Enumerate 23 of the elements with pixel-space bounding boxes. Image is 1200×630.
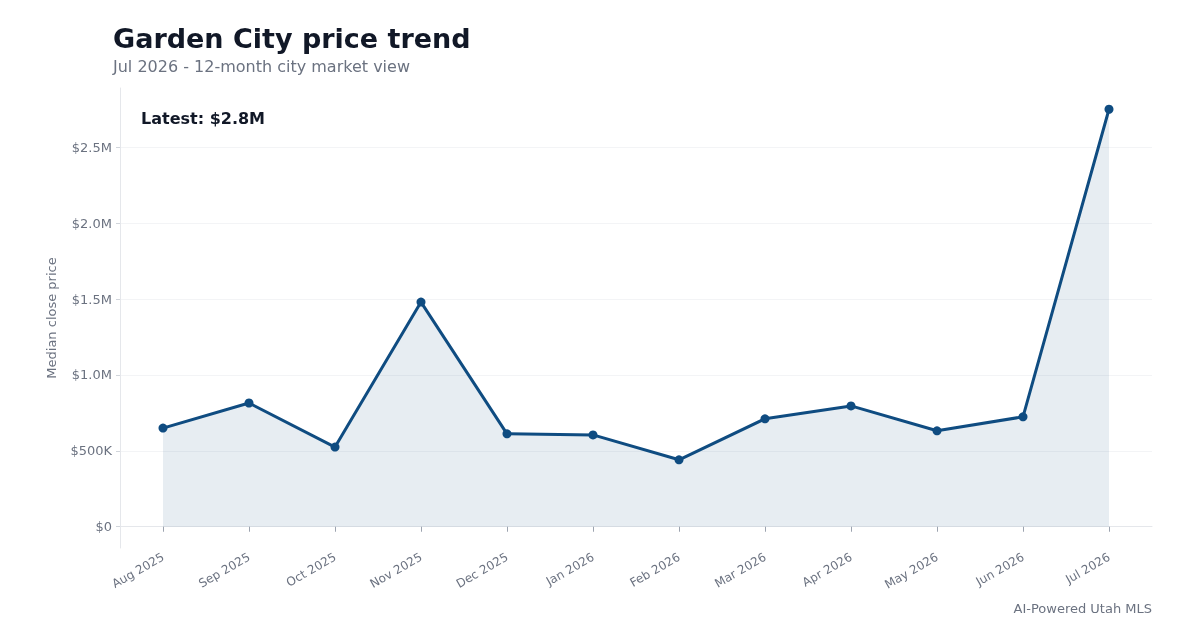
y-tick-label: $2.0M <box>71 215 112 231</box>
point <box>1018 412 1028 422</box>
y-tick-label: $0 <box>95 519 112 535</box>
text: AI-Powered Utah MLS <box>1013 601 1152 616</box>
y-tick-label: $500K <box>70 443 113 459</box>
point <box>158 423 168 433</box>
y-tick-label: $2.5M <box>71 139 112 155</box>
point <box>760 414 770 424</box>
point <box>1104 104 1114 114</box>
point <box>674 455 684 465</box>
annotation: Latest: $2.8M <box>141 108 266 128</box>
chart-title: Garden City price trend <box>113 23 471 54</box>
point <box>330 442 340 452</box>
point <box>932 426 942 436</box>
point <box>588 430 598 440</box>
point <box>502 429 512 439</box>
point <box>244 398 254 408</box>
y-tick-label: $1.5M <box>71 291 112 307</box>
y-tick-label: $1.0M <box>71 367 112 383</box>
y-axis-title: Median close price <box>44 257 59 379</box>
point <box>846 401 856 411</box>
chart-subtitle: Jul 2026 - 12-month city market view <box>112 56 410 76</box>
point <box>416 297 426 307</box>
